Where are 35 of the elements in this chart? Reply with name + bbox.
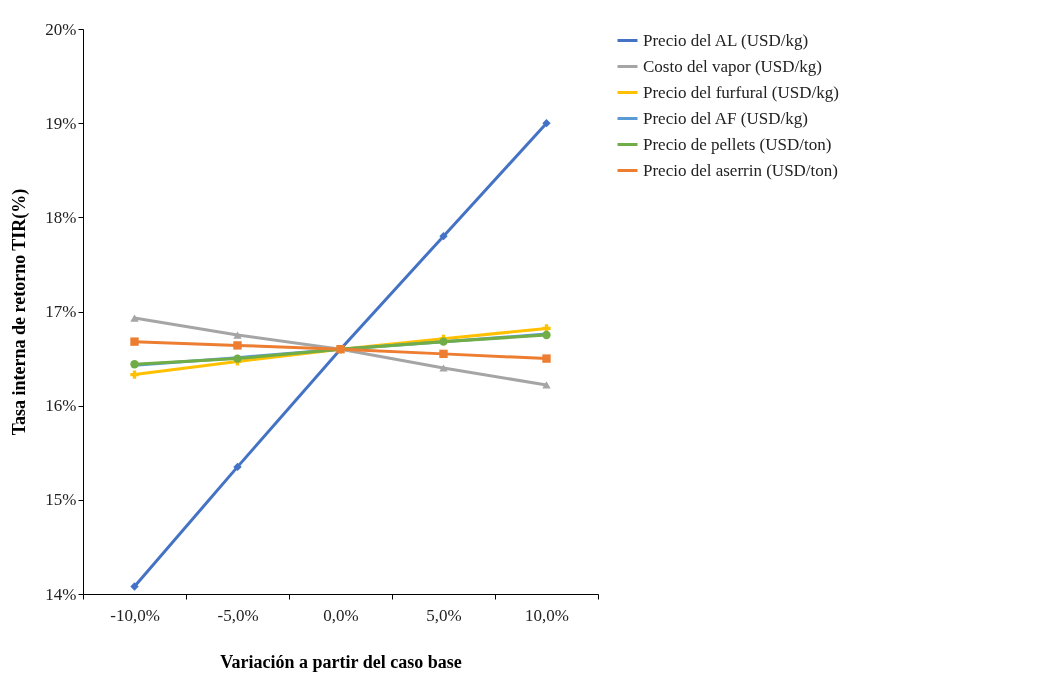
x-tick-label: 10,0% — [525, 605, 569, 625]
y-tick-label: 19% — [45, 113, 77, 133]
legend-label: Costo del vapor (USD/kg) — [643, 56, 822, 76]
point — [542, 354, 551, 363]
y-axis-title: Tasa interna de retorno TIR(%) — [9, 188, 31, 436]
point — [233, 341, 242, 350]
y-tick-label: 20% — [45, 19, 77, 39]
point — [542, 118, 551, 128]
point — [439, 349, 448, 359]
point — [439, 364, 448, 372]
x-tick-label: -10,0% — [110, 605, 160, 625]
y-tick-label: 18% — [45, 207, 77, 227]
y-tick-label: 14% — [45, 584, 77, 604]
legend-label: Precio de pellets (USD/ton) — [643, 134, 832, 154]
point — [130, 582, 139, 591]
x-tick-label: 0,0% — [323, 605, 359, 625]
point — [439, 231, 448, 241]
y-tick-label: 15% — [45, 490, 77, 510]
point — [130, 314, 139, 322]
y-tick-label: 17% — [45, 302, 77, 321]
point — [542, 381, 551, 389]
x-tick-label: 5,0% — [426, 605, 462, 625]
legend-label: Precio del furfural (USD/kg) — [643, 82, 839, 102]
x-tick-label: -5,0% — [217, 605, 259, 625]
legend-label: Precio del aserrin (USD/ton) — [643, 160, 838, 180]
point — [542, 330, 551, 340]
point — [233, 462, 242, 472]
point — [233, 331, 242, 339]
x-axis-title: Variación a partir del caso base — [220, 651, 462, 672]
legend-label: Precio del AF (USD/kg) — [643, 108, 808, 128]
point — [130, 360, 139, 369]
legend-label: Precio del AL (USD/kg) — [643, 30, 809, 50]
y-tick-label: 16% — [45, 396, 77, 416]
point — [130, 337, 139, 346]
point — [130, 370, 139, 379]
